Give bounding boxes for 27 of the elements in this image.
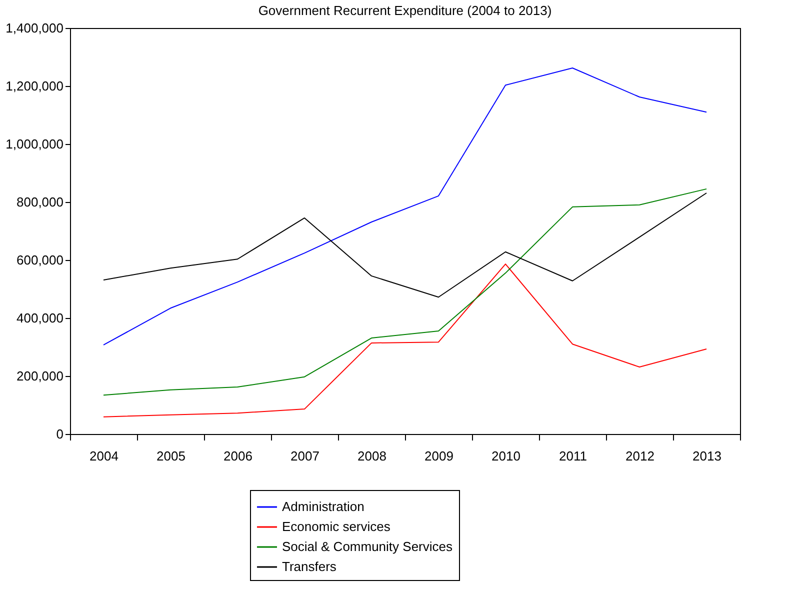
y-tick-label: 1,400,000 xyxy=(6,20,64,36)
x-tick-label: 2008 xyxy=(358,448,386,464)
y-tick-label: 200,000 xyxy=(16,368,64,384)
x-tick-label: 2013 xyxy=(692,448,722,464)
x-tick-label: 2009 xyxy=(424,448,454,464)
line-series xyxy=(103,264,707,418)
x-tick-label: 2012 xyxy=(626,448,654,464)
y-tick-label: 600,000 xyxy=(16,252,64,268)
y-tick-label: 1,200,000 xyxy=(6,78,64,94)
legend-label: Economic services xyxy=(282,519,391,534)
line-series xyxy=(103,188,707,396)
x-tick-label: 2011 xyxy=(559,448,587,464)
legend-label: Transfers xyxy=(282,559,337,574)
y-tick-label: 800,000 xyxy=(16,194,64,210)
x-tick-label: 2007 xyxy=(290,448,320,464)
line-series xyxy=(103,68,707,346)
x-tick-label: 2004 xyxy=(90,448,118,464)
line-series xyxy=(103,192,707,298)
y-tick-label: 400,000 xyxy=(16,310,64,326)
legend-label: Social & Community Services xyxy=(282,539,453,554)
y-tick-label: 1,000,000 xyxy=(6,136,64,152)
x-tick-label: 2010 xyxy=(492,448,520,464)
x-tick-label: 2005 xyxy=(156,448,186,464)
legend-label: Administration xyxy=(282,499,364,514)
chart-title: Government Recurrent Expenditure (2004 to 2013) xyxy=(258,3,552,18)
y-tick-label: 0 xyxy=(56,426,64,442)
x-tick-label: 2006 xyxy=(224,448,252,464)
